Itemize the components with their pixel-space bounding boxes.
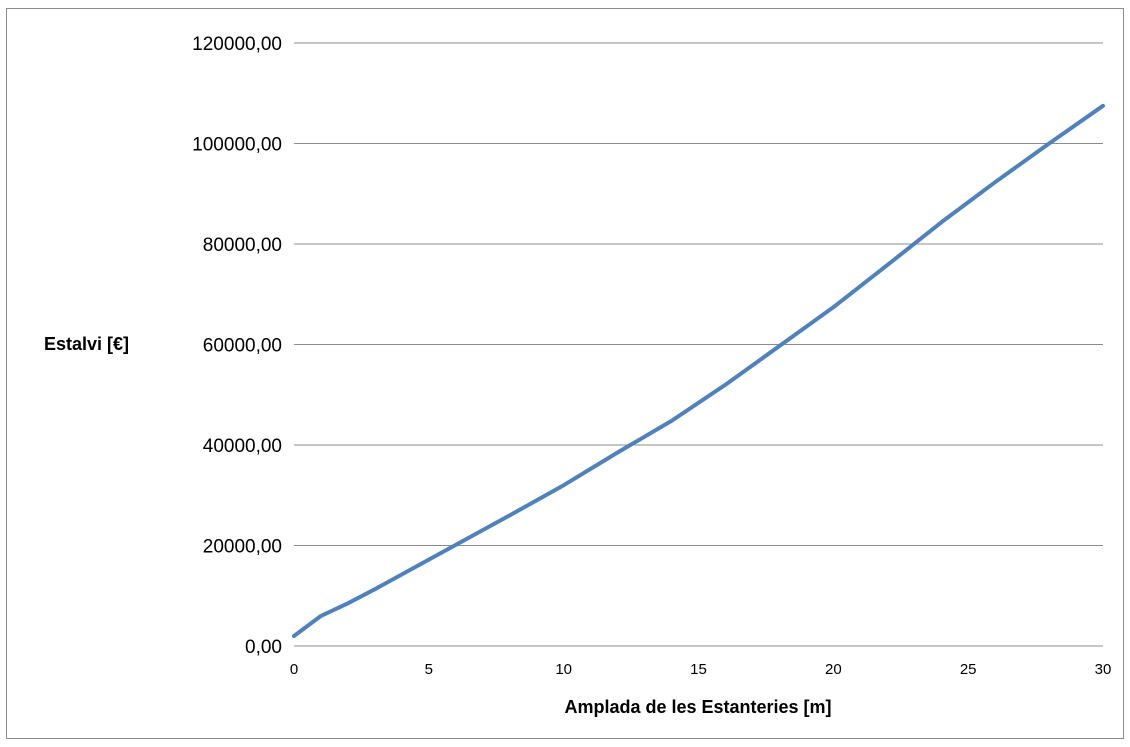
x-tick-label: 25 (960, 661, 977, 678)
x-tick-label: 5 (425, 661, 433, 678)
x-tick-label: 10 (555, 661, 572, 678)
y-axis-title: Estalvi [€] (44, 334, 129, 354)
series-layer (292, 103, 1105, 638)
x-tick-label: 20 (825, 661, 842, 678)
y-tick-labels: 0,00 20000,00 40000,00 60000,00 80000,00 1000… (192, 34, 282, 658)
gridlines (294, 42, 1103, 546)
y-tick-label: 100000,00 (192, 135, 282, 156)
x-tick-label: 30 (1095, 661, 1112, 678)
y-tick-label: 40000,00 (203, 436, 282, 457)
x-axis-title: Amplada de les Estanteries [m] (564, 697, 831, 717)
y-tick-label: 120000,00 (192, 34, 282, 55)
series-line (292, 103, 1105, 638)
y-tick-label: 20000,00 (203, 537, 282, 558)
x-tick-labels: 0 5 10 15 20 25 30 (290, 661, 1112, 678)
chart-frame (6, 8, 1124, 739)
y-tick-label: 60000,00 (203, 336, 282, 357)
x-tick-label: 0 (290, 661, 298, 678)
y-tick-label: 80000,00 (203, 235, 282, 256)
y-tick-label: 0,00 (245, 637, 282, 658)
x-tick-label: 15 (690, 661, 707, 678)
